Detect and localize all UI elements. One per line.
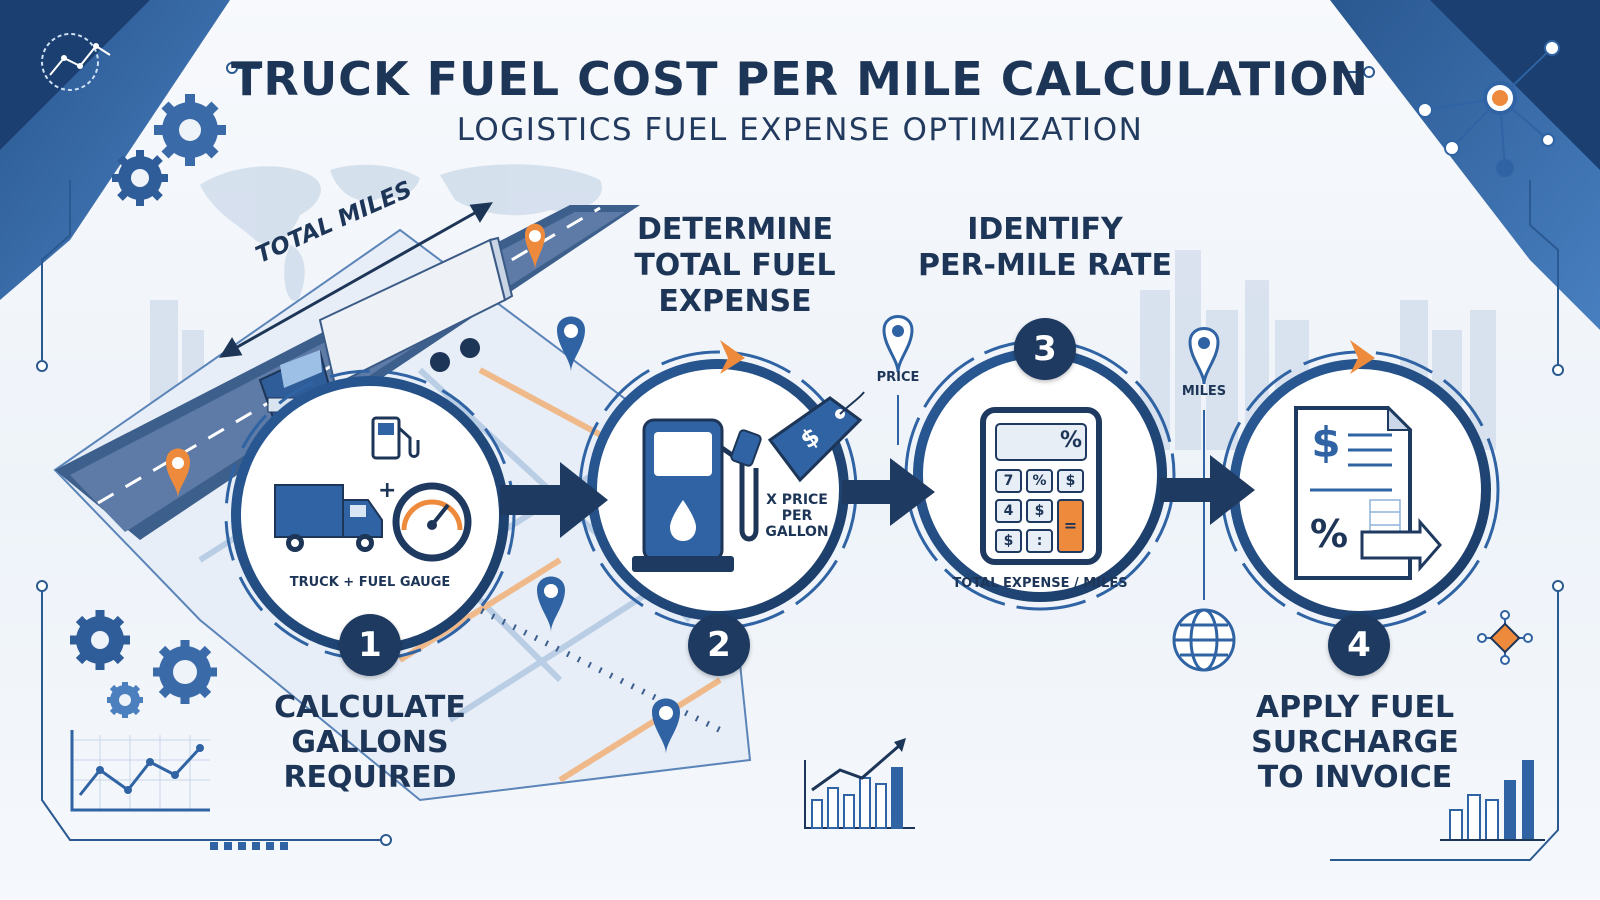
step-1-title: CALCULATE GALLONS REQUIRED [240, 690, 500, 795]
price-tag-icon [767, 391, 865, 483]
miles-pin-icon [1188, 327, 1220, 600]
page-subtitle: LOGISTICS FUEL EXPENSE OPTIMIZATION [456, 112, 1144, 148]
gear-icon [70, 610, 130, 670]
corner-decor-top-left [0, 0, 230, 300]
calculator-key: % [1032, 473, 1047, 489]
calculator-icon [980, 407, 1102, 565]
gear-icon [112, 150, 168, 206]
gear-icon [154, 94, 226, 166]
step-4-title: APPLY FUEL SURCHARGE TO INVOICE [1220, 690, 1490, 795]
miles-marker-label: MILES [1181, 384, 1227, 399]
step-2-number: 2 [688, 614, 750, 676]
invoice-icon [1294, 405, 1442, 580]
step-3-title-line: PER-MILE RATE [917, 248, 1173, 283]
map-pin-icon [652, 698, 680, 754]
total-miles-arrow [219, 202, 493, 358]
flow-arrow [1160, 455, 1255, 525]
step-2-caption-line: PER [781, 508, 813, 524]
map-pin-icon [537, 576, 565, 632]
page-title: TRUCK FUEL COST PER MILE CALCULATION [231, 52, 1369, 106]
step-1-number: 1 [339, 614, 401, 676]
step-1-title-line: GALLONS [291, 725, 449, 760]
step-1-caption: TRUCK + FUEL GAUGE [289, 575, 451, 590]
step-2-title-line: DETERMINE [636, 212, 834, 247]
gear-icon [107, 682, 143, 718]
calculator-key: $ [1065, 473, 1076, 489]
calculator-key: 7 [1003, 473, 1014, 489]
price-marker-label: PRICE [876, 370, 920, 385]
invoice-dollar-symbol: $ [1311, 418, 1341, 467]
svg-text:+: + [378, 478, 396, 503]
frame-lines [36, 62, 1564, 861]
step-2-caption-line: GALLON [765, 524, 829, 540]
calculator-key: : [1036, 533, 1043, 549]
step-1-title-line: CALCULATE [274, 690, 466, 725]
flow-arrow [500, 462, 608, 538]
calculator-key: $ [1003, 533, 1014, 549]
step-4-title-line: TO INVOICE [1257, 760, 1453, 795]
step-2-title-line: TOTAL FUEL [634, 248, 836, 283]
network-icon [1417, 40, 1560, 177]
fuel-pump-icon [371, 416, 420, 460]
price-pin-icon [882, 315, 914, 445]
fuel-pump-icon [632, 418, 762, 572]
step-2-caption-line: X PRICE [766, 492, 828, 508]
bar-chart-icon [804, 738, 915, 829]
truck-icon [274, 484, 383, 552]
calculator-key: 4 [1003, 503, 1014, 519]
step-2-title: DETERMINE TOTAL FUEL EXPENSE [600, 212, 870, 320]
map-pin-icon [557, 316, 585, 372]
step-2-caption: X PRICE PER GALLON [752, 492, 842, 540]
step-4-title-line: SURCHARGE [1251, 725, 1459, 760]
calculator-key: $ [1034, 503, 1045, 519]
step-3-title-line: IDENTIFY [967, 212, 1123, 247]
flow-arrow [842, 458, 935, 526]
invoice-percent-symbol: % [1309, 512, 1349, 556]
step-3-caption: TOTAL EXPENSE / MILES [952, 576, 1128, 591]
map-pin-icon [525, 223, 545, 270]
bar-chart-icon [1440, 760, 1545, 841]
calculator-key: = [1063, 516, 1078, 535]
line-chart-icon [70, 730, 210, 812]
step-3-number: 3 [1014, 318, 1076, 380]
map-pin-icon [166, 448, 190, 498]
step-4-title-line: APPLY FUEL [1255, 690, 1455, 725]
node-icon [1477, 610, 1533, 665]
step-3-title: IDENTIFY PER-MILE RATE [900, 212, 1190, 284]
step-4-number: 4 [1328, 614, 1390, 676]
globe-icon [1172, 608, 1236, 672]
world-map-background [200, 164, 602, 301]
step-2-title-line: EXPENSE [658, 284, 812, 319]
hatch-decor [210, 842, 288, 850]
gear-icon [153, 640, 217, 704]
step-1-title-line: REQUIRED [283, 760, 457, 795]
fuel-gauge-icon [392, 482, 472, 562]
calculator-display: % [1059, 428, 1082, 453]
